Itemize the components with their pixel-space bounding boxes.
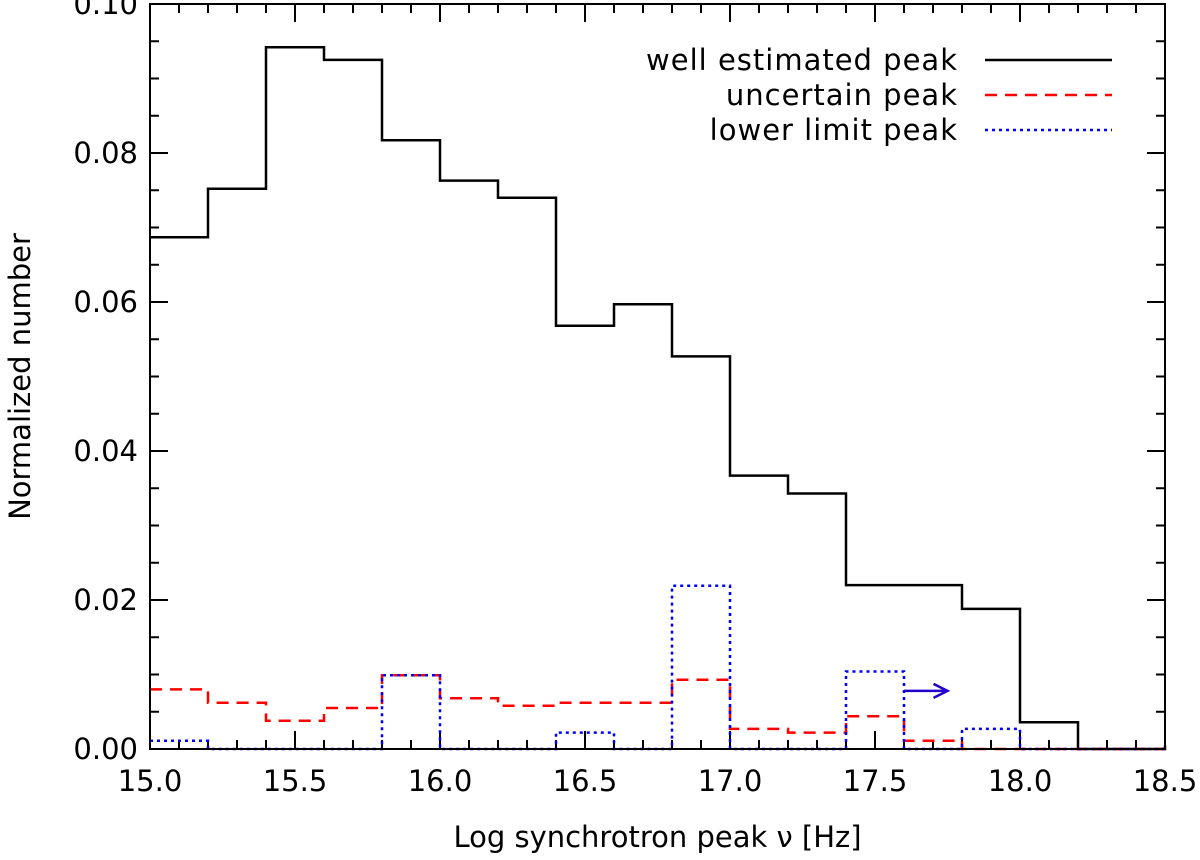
y-tick-label: 0.08 [73, 136, 138, 170]
y-axis-title: Normalized number [3, 233, 37, 520]
tick-labels: 15.0 15.5 16.0 16.5 17.0 17.5 18.0 18.5 0.00 0.02… [73, 0, 1197, 798]
series-layer [150, 45, 1167, 751]
x-tick-label: 16.0 [408, 764, 473, 798]
annotations-layer [904, 682, 951, 700]
x-tick-label: 15.5 [263, 764, 328, 798]
legend-label-1: well estimated peak [646, 43, 958, 77]
legend-label-2: uncertain peak [726, 78, 958, 112]
plot-frame [149, 3, 1166, 750]
series-line-1 [150, 45, 1167, 751]
series-line-2 [150, 673, 1165, 751]
y-tick-label: 0.00 [73, 732, 138, 766]
y-tick-label: 0.04 [73, 434, 138, 468]
x-tick-label: 18.5 [1133, 764, 1198, 798]
x-tick-label: 18.0 [988, 764, 1053, 798]
x-tick-label: 17.0 [698, 764, 763, 798]
arrow-head [932, 682, 951, 700]
x-tick-label: 17.5 [843, 764, 908, 798]
x-tick-label: 15.0 [118, 764, 183, 798]
x-tick-label: 16.5 [553, 764, 618, 798]
y-tick-label: 0.06 [73, 285, 138, 319]
y-tick-label: 0.10 [73, 0, 138, 21]
axis-ticks [149, 3, 1166, 750]
legend-label-3: lower limit peak [710, 113, 958, 147]
series-line-3 [150, 584, 1165, 751]
y-tick-label: 0.02 [73, 583, 138, 617]
x-axis-title: Log synchrotron peak ν [Hz] [453, 820, 861, 854]
